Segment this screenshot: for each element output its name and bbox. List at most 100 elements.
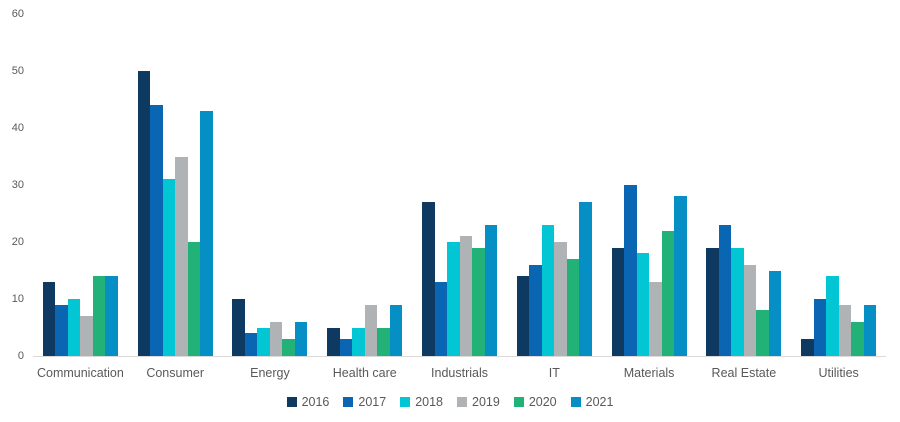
bar-group-utilities [791, 14, 886, 356]
x-category-label-it: IT [548, 366, 560, 380]
bar-2020-industrials [472, 247, 485, 356]
bar-group-communication [33, 14, 128, 356]
bar-2021-health-care [389, 304, 403, 356]
bar-2021-it [579, 202, 592, 356]
bar-2016-utilities [801, 338, 814, 356]
bar-2019-materials [649, 281, 662, 356]
bar-2019-it [554, 242, 567, 356]
bar-2016-consumer [137, 71, 151, 356]
legend-label-2020: 2020 [528, 395, 557, 409]
legend: 2016 2017 2018 2019 2020 2021 [0, 395, 900, 409]
bar-2016-real-estate [706, 247, 719, 356]
bar-group-consumer [128, 14, 223, 356]
bar-2020-utilities [851, 321, 864, 356]
bar-2020-health-care [377, 327, 390, 356]
legend-label-2021: 2021 [585, 395, 614, 409]
legend-item-2017: 2017 [343, 395, 386, 409]
bar-2021-communication [105, 276, 118, 356]
y-tick-label-30: 30 [11, 179, 24, 191]
bar-2021-real-estate [768, 270, 782, 356]
bar-2020-materials [661, 230, 675, 356]
x-category-label-real-estate: Real Estate [711, 366, 777, 380]
bar-2020-real-estate [756, 310, 769, 356]
bar-2016-it [516, 276, 530, 356]
bar-2018-communication [67, 299, 81, 356]
bar-group-real-estate [696, 14, 791, 356]
bar-2021-energy [294, 321, 308, 356]
bar-2021-utilities [863, 304, 877, 356]
x-category-label-materials: Materials [623, 366, 675, 380]
legend-swatch-2016 [286, 397, 297, 407]
bar-2018-utilities [826, 276, 839, 356]
bar-2016-industrials [422, 202, 435, 356]
bar-2018-industrials [447, 242, 460, 356]
y-tick-label-50: 50 [11, 65, 24, 77]
legend-item-2018: 2018 [400, 395, 443, 409]
bar-2017-utilities [813, 299, 827, 356]
bar-2020-communication [92, 276, 106, 356]
legend-item-2020: 2020 [513, 395, 557, 409]
y-tick-label-0: 0 [17, 350, 24, 362]
bar-2021-industrials [484, 224, 498, 356]
legend-swatch-2019 [457, 397, 467, 407]
bar-2018-consumer [162, 179, 176, 356]
bar-group-health-care [317, 14, 412, 356]
bar-2019-consumer [175, 156, 188, 356]
bar-2016-materials [611, 247, 625, 356]
legend-label-2019: 2019 [472, 395, 500, 409]
x-category-label-communication: Communication [36, 366, 124, 380]
legend-swatch-2017 [343, 397, 354, 407]
y-tick-label-60: 60 [11, 8, 24, 20]
bar-2020-it [566, 259, 580, 356]
x-category-label-energy: Energy [250, 366, 290, 380]
legend-label-2017: 2017 [358, 395, 387, 409]
plot-area [33, 14, 886, 357]
legend-item-2016: 2016 [286, 395, 330, 409]
legend-swatch-2018 [400, 397, 411, 407]
y-tick-label-40: 40 [11, 122, 24, 134]
legend-label-2016: 2016 [301, 395, 330, 409]
bar-2016-energy [232, 299, 245, 356]
x-category-label-consumer: Consumer [146, 366, 204, 380]
legend-item-2021: 2021 [570, 395, 614, 409]
y-tick-label-20: 20 [11, 236, 24, 248]
legend-swatch-2021 [570, 397, 581, 407]
bar-2018-energy [257, 327, 270, 356]
bar-2017-industrials [434, 281, 448, 356]
bar-2017-energy [244, 333, 258, 356]
bar-2017-consumer [150, 105, 163, 356]
x-axis-labels: Communication Consumer Energy Health care In… [33, 366, 886, 380]
bar-2017-it [529, 264, 542, 356]
bar-2019-industrials [459, 236, 473, 356]
bar-2018-real-estate [731, 247, 744, 356]
bar-2019-communication [80, 316, 93, 356]
bar-2018-it [541, 224, 555, 356]
x-category-label-industrials: Industrials [431, 366, 488, 380]
bar-2019-energy [269, 321, 283, 356]
bar-2019-utilities [838, 304, 852, 356]
legend-swatch-2020 [513, 397, 524, 407]
legend-item-2019: 2019 [457, 395, 500, 409]
legend-label-2018: 2018 [415, 395, 443, 409]
bar-2021-materials [674, 196, 687, 356]
bar-group-energy [223, 14, 318, 356]
bar-2016-health-care [327, 327, 340, 356]
x-category-label-health-care: Health care [332, 366, 397, 380]
bar-group-industrials [412, 14, 507, 356]
bar-2017-communication [55, 304, 68, 356]
bar-2020-consumer [187, 242, 201, 356]
bar-2018-health-care [352, 327, 365, 356]
bar-group-it [507, 14, 602, 356]
bar-2017-health-care [339, 338, 353, 356]
bar-2018-materials [636, 253, 650, 356]
bar-2017-materials [624, 185, 637, 356]
y-tick-label-10: 10 [11, 293, 24, 305]
bar-2020-energy [282, 338, 295, 356]
bar-group-materials [602, 14, 697, 356]
bar-2017-real-estate [718, 224, 732, 356]
bar-2019-health-care [364, 304, 378, 356]
x-category-label-utilities: Utilities [818, 366, 859, 380]
bar-2016-communication [42, 281, 56, 356]
bar-2021-consumer [200, 110, 213, 356]
